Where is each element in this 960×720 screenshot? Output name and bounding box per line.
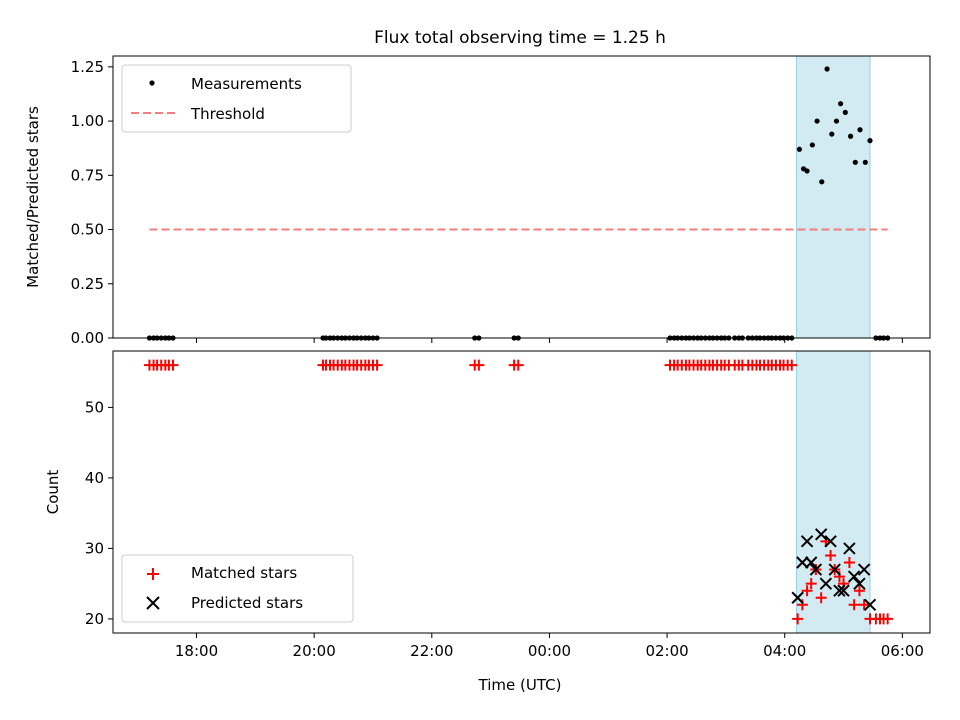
legend-predicted-label: Predicted stars: [191, 594, 303, 612]
legend-matched-label: Matched stars: [191, 564, 297, 582]
matched-stars-point: [167, 359, 179, 371]
measurements-point: [852, 159, 858, 165]
top-marks: [146, 66, 891, 341]
chart-title: Flux total observing time = 1.25 h: [374, 28, 666, 48]
bottom-x-tick-label: 04:00: [763, 642, 806, 660]
matched-stars-point: [786, 359, 798, 371]
bottom-x-tick-label: 18:00: [175, 642, 218, 660]
bottom-x-tick-label: 00:00: [528, 642, 571, 660]
top-legend-box: [121, 64, 352, 133]
predicted-stars-point: [814, 528, 828, 541]
predicted-stars-point: [863, 598, 877, 612]
bottom-x-tick-label: 22:00: [410, 642, 453, 660]
matched-stars-point: [882, 613, 894, 625]
predicted-stars-point: [791, 591, 804, 604]
measurements-point: [847, 133, 854, 139]
matched-stars-point: [815, 592, 827, 604]
predicted-stars-point: [857, 563, 871, 576]
measurements-point: [814, 118, 820, 124]
top-y-tick-label: 0.25: [71, 275, 104, 293]
legend-threshold-label: Threshold: [190, 105, 265, 123]
x-axis-label: Time (UTC): [478, 676, 562, 694]
measurements-point: [796, 146, 803, 152]
matched-stars-point: [805, 578, 817, 590]
bottom-y-tick-label: 30: [85, 539, 104, 557]
bottom-x-tick-label: 06:00: [881, 642, 924, 660]
top-y-tick-label: 0.75: [71, 166, 104, 184]
matched-stars-point: [473, 359, 485, 371]
measurements-point: [824, 66, 830, 72]
top-y-tick-label: 1.00: [71, 112, 104, 130]
matched-stars-point: [801, 585, 813, 597]
top-x-ticks: [196, 338, 903, 343]
measurements-point: [829, 131, 835, 137]
bottom-y-tick-label: 20: [85, 610, 104, 628]
bottom-y-axis-label: Count: [44, 470, 62, 515]
bottom-legend: Matched stars Predicted stars: [121, 554, 354, 623]
measurements-point: [867, 138, 873, 144]
matched-stars-point: [858, 599, 870, 611]
predicted-stars-point: [800, 535, 814, 548]
predicted-stars-point: [824, 535, 837, 548]
top-panel: 0.00 0.25 0.50 0.75 1.00 1.25 Matched/Predict…: [24, 55, 931, 347]
top-y-tick-label: 0.50: [71, 221, 104, 239]
legend-measurements-marker: [149, 80, 155, 86]
bottom-y-tick-label: 40: [85, 469, 104, 487]
legend-measurements-label: Measurements: [191, 75, 302, 93]
top-shaded-span: [795, 55, 871, 339]
predicted-stars-point: [809, 563, 823, 576]
bottom-legend-box: [121, 554, 354, 623]
measurements-point: [804, 168, 810, 174]
matched-stars-point: [853, 585, 865, 597]
top-axes-frame: [112, 55, 931, 339]
measurements-point: [837, 101, 844, 107]
measurements-point: [809, 142, 815, 148]
matched-stars-point: [848, 599, 860, 611]
top-y-ticks: 0.00 0.25 0.50 0.75 1.00 1.25: [71, 58, 113, 347]
bottom-x-ticks: 18:00 20:00 22:00 00:00 02:00 04:00 06:00: [175, 633, 924, 660]
bottom-y-ticks: 20 30 40 50: [85, 398, 113, 628]
bottom-x-tick-label: 20:00: [293, 642, 336, 660]
measurements-point: [819, 179, 825, 185]
matched-stars-point: [792, 613, 804, 625]
bottom-axes-frame: [112, 350, 931, 634]
legend-predicted-marker: [146, 596, 160, 610]
predicted-stars-point: [828, 563, 841, 576]
bottom-y-tick-label: 50: [85, 398, 104, 416]
measurements-point: [842, 109, 848, 115]
bottom-panel: 20 30 40 50 18:00 20:00 22:00 00:00 02:00 04:00 0…: [44, 350, 931, 694]
matched-stars-point: [512, 359, 524, 371]
top-y-tick-label: 1.25: [71, 58, 104, 76]
measurements-point: [862, 159, 868, 165]
predicted-stars-point: [847, 570, 861, 583]
predicted-stars-point: [843, 542, 856, 555]
matched-stars-point: [825, 549, 837, 561]
predicted-stars-point: [853, 577, 866, 590]
bottom-x-tick-label: 02:00: [645, 642, 688, 660]
predicted-stars-point: [837, 584, 850, 597]
predicted-stars-point: [833, 584, 846, 597]
matched-stars-point: [843, 557, 855, 568]
matched-stars-point: [371, 359, 383, 371]
top-legend: Measurements Threshold: [121, 64, 352, 133]
measurements-point: [857, 127, 863, 133]
top-y-axis-label: Matched/Predicted stars: [24, 106, 42, 288]
predicted-stars-point: [796, 556, 809, 569]
predicted-stars-point: [804, 556, 818, 569]
bottom-marks: [143, 359, 894, 625]
predicted-stars-point: [819, 577, 833, 590]
legend-matched-marker: [147, 568, 159, 580]
measurements-point: [833, 118, 840, 124]
top-y-tick-label: 0.00: [71, 329, 104, 347]
